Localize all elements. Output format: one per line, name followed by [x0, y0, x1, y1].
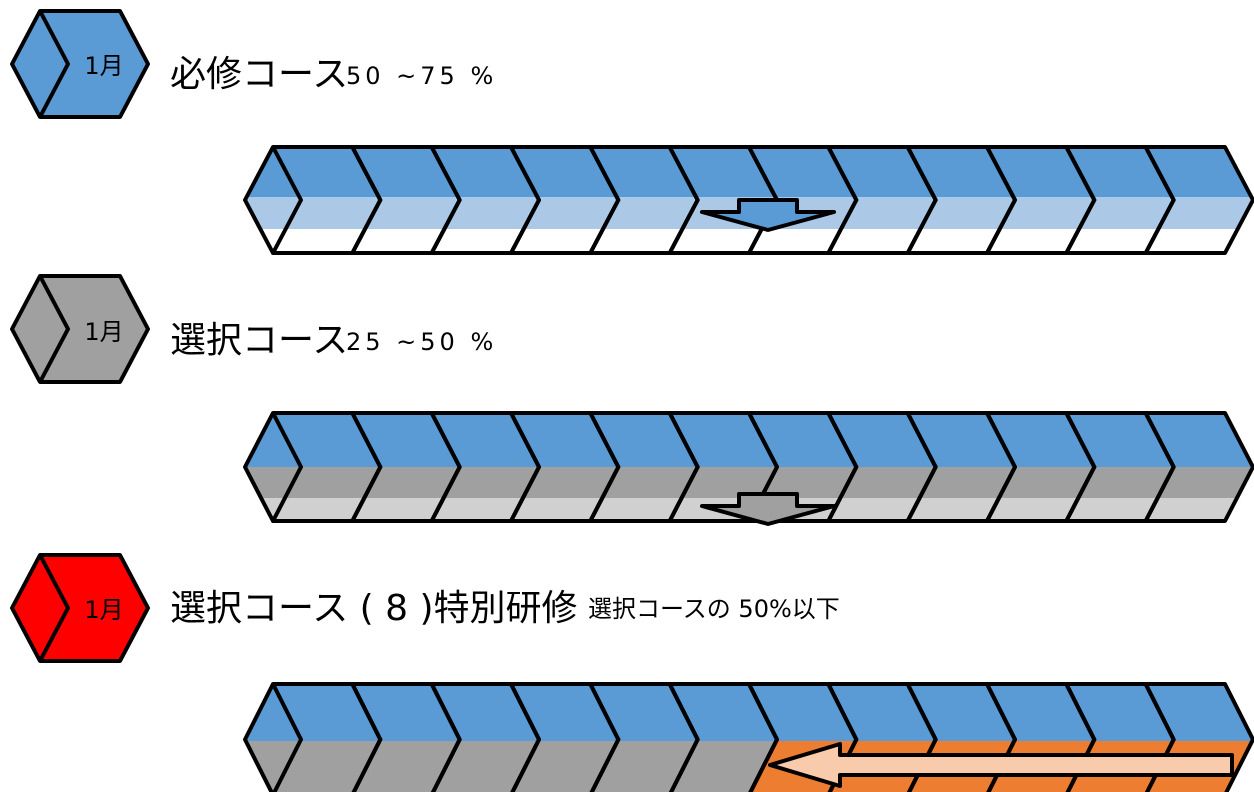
course-percent: 25 ~50 % — [346, 328, 497, 356]
band-bottom — [245, 229, 1253, 253]
course-title: 必修コース — [170, 54, 348, 95]
month-label: 1月 — [84, 596, 123, 624]
down-arrow-icon — [700, 492, 836, 526]
section-required: 1月 必修コース 50 ~75 % — [10, 9, 1254, 255]
chevron-mark — [38, 275, 70, 383]
section-special: 1月 選択コース ( 8 )特別研修 選択コースの 50%以下 — [10, 553, 1254, 792]
band-top — [245, 413, 1253, 467]
band-top — [245, 147, 1253, 197]
month-bar-required — [243, 145, 1254, 255]
hexagon-icon — [10, 274, 150, 384]
bar-left-cap — [243, 412, 275, 522]
month-bar-elective — [243, 411, 1254, 526]
month-segment — [1143, 411, 1254, 523]
hexagon-icon — [10, 553, 150, 663]
down-arrow-icon — [700, 198, 836, 232]
month-bar-special — [243, 682, 1254, 792]
course-title: 選択コース ( 8 )特別研修 — [170, 588, 578, 629]
bar-left-cap — [243, 683, 275, 792]
course-note: 選択コースの 50%以下 — [588, 595, 840, 623]
month-segment — [1143, 145, 1254, 255]
month-label: 1月 — [84, 52, 123, 80]
band-top — [245, 684, 1253, 741]
month-label: 1月 — [84, 318, 123, 346]
month-segment — [1143, 682, 1254, 792]
bar-left-cap — [243, 146, 275, 254]
month-badge-special: 1月 — [10, 553, 150, 663]
chevron-mark — [38, 554, 70, 662]
hexagon-icon — [10, 9, 150, 119]
left-arrow-icon — [768, 742, 1234, 788]
course-percent: 50 ~75 % — [346, 62, 497, 90]
month-badge-required: 1月 — [10, 9, 150, 119]
month-badge-elective: 1月 — [10, 274, 150, 384]
chevron-mark — [38, 10, 70, 118]
section-elective: 1月 選択コース 25 ~50 % — [10, 274, 1254, 526]
course-title: 選択コース — [170, 320, 348, 361]
